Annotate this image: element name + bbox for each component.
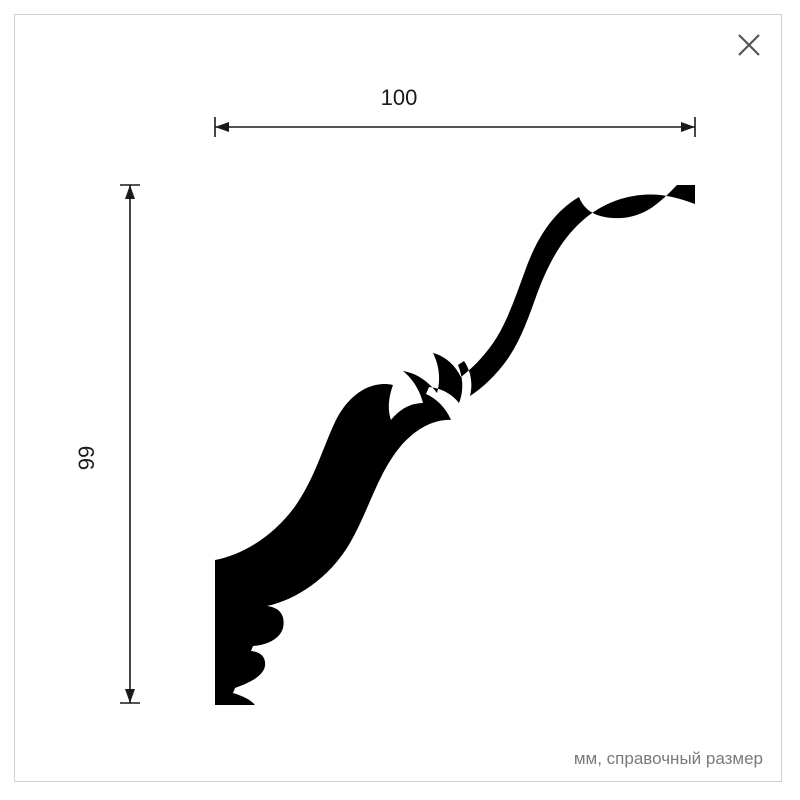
- units-caption: мм, справочный размер: [574, 749, 763, 769]
- molding-profile: [215, 185, 695, 705]
- height-dimension-label: 99: [74, 446, 100, 470]
- top-dimension: [215, 117, 695, 137]
- width-dimension-label: 100: [15, 85, 783, 111]
- technical-drawing: [15, 15, 783, 783]
- left-dimension: [120, 185, 140, 703]
- diagram-frame: 100 99 мм, справочный размер: [14, 14, 782, 782]
